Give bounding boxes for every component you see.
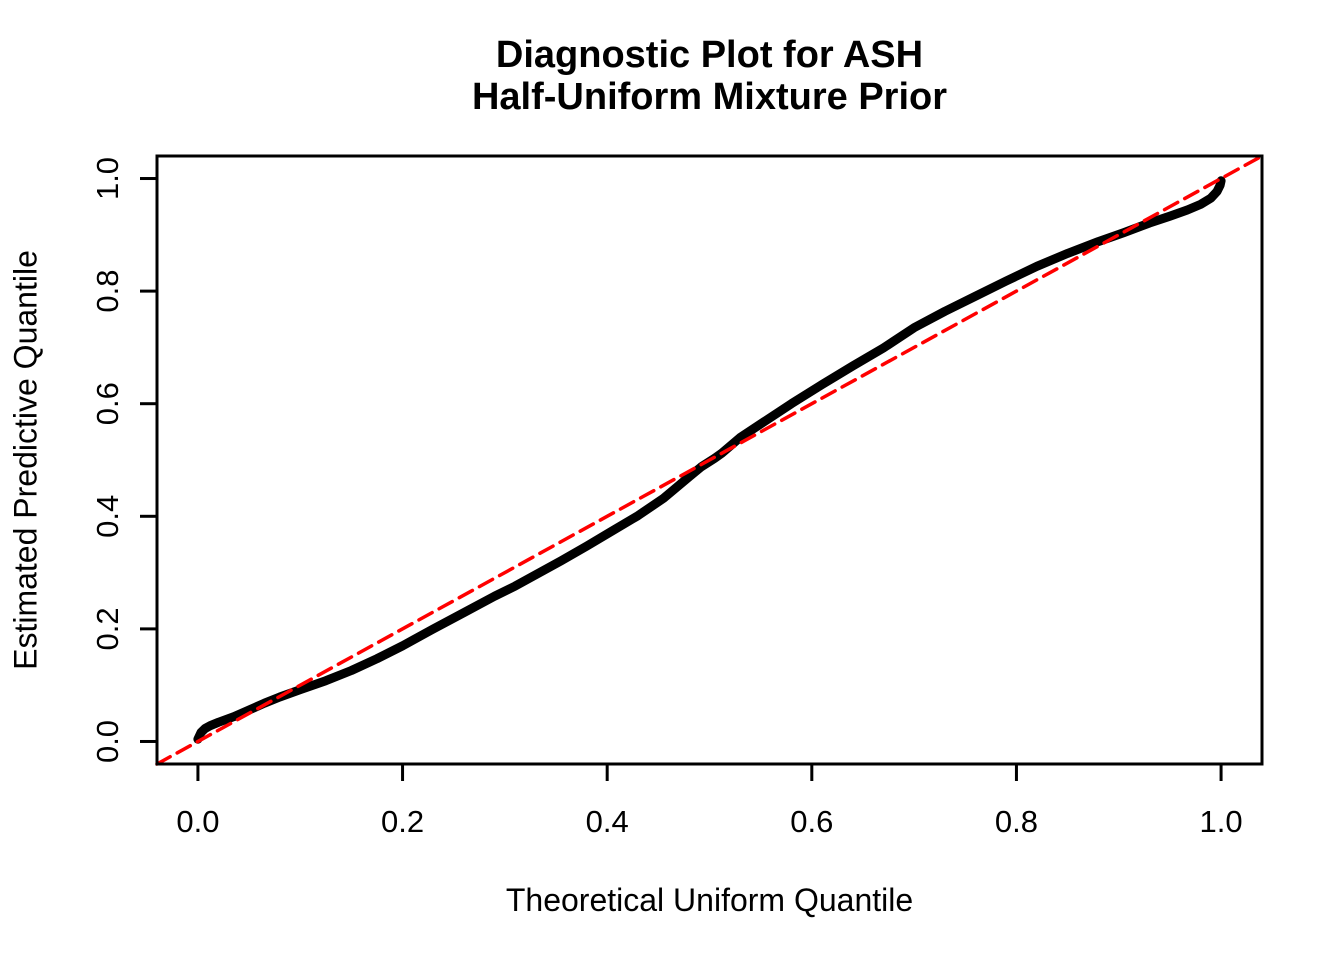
y-tick-label: 0.6 xyxy=(90,382,125,425)
y-axis-label: Estimated Predictive Quantile xyxy=(7,250,44,670)
chart-title-line-1: Diagnostic Plot for ASH xyxy=(495,34,924,76)
identity-reference-line-curve xyxy=(155,154,1264,766)
y-tick-label: 0.0 xyxy=(90,720,125,763)
x-tick-label: 0.4 xyxy=(586,804,629,839)
x-tick-label: 0.2 xyxy=(381,804,424,839)
plot-box xyxy=(155,154,1264,766)
x-axis-label: Theoretical Uniform Quantile xyxy=(505,882,914,918)
x-tick-label: 0.8 xyxy=(995,804,1038,839)
x-tick-label: 1.0 xyxy=(1200,804,1243,839)
y-tick-label: 0.8 xyxy=(90,270,125,313)
chart-title-line-2: Half-Uniform Mixture Prior xyxy=(471,76,948,118)
x-tick-label: 0.0 xyxy=(176,804,219,839)
y-tick-label: 0.2 xyxy=(90,607,125,650)
x-tick-label: 0.6 xyxy=(790,804,833,839)
y-tick-label: 1.0 xyxy=(90,157,125,200)
chart-title: Diagnostic Plot for ASH Half-Uniform Mix… xyxy=(157,34,1262,118)
y-tick-label: 0.4 xyxy=(90,495,125,538)
